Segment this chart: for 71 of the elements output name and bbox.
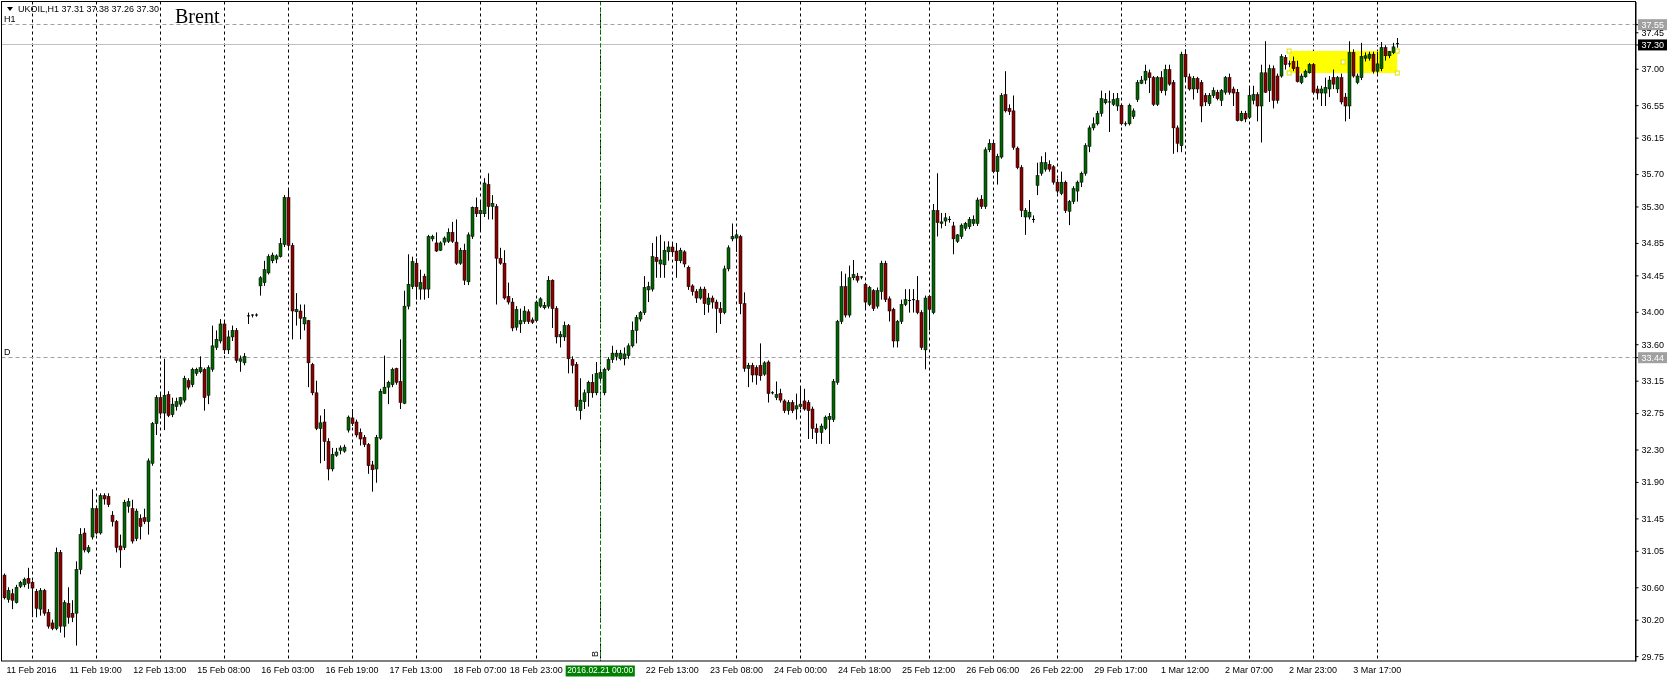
candlestick	[514, 305, 519, 331]
x-tick-label: 25 Feb 12:00	[902, 665, 956, 676]
y-tick-label: 36.55	[1641, 100, 1665, 111]
y-tick-label: 37.55	[1641, 19, 1665, 30]
candlestick	[911, 288, 916, 314]
candlestick	[1135, 79, 1140, 103]
chart-subtitle: UKOIL,H1 37.31 37.38 37.26 37.30	[18, 4, 160, 14]
ref-line-label: B	[589, 650, 600, 657]
y-tick-label: 35.70	[1641, 169, 1665, 180]
x-tick-label: 15 Feb 08:00	[197, 665, 251, 676]
y-tick-label: 29.75	[1641, 651, 1665, 662]
x-tick-label: 11 Feb 19:00	[69, 665, 122, 676]
y-tick-label: 35.30	[1641, 201, 1665, 212]
x-tick-label: 18 Feb 07:00	[453, 665, 507, 676]
x-tick-label: 16 Feb 03:00	[261, 665, 315, 676]
y-tick-label: 34.85	[1641, 238, 1665, 249]
y-tick-label: 37.30	[1641, 39, 1665, 50]
candlestick	[1323, 77, 1328, 107]
y-tick-label: 36.15	[1641, 132, 1665, 143]
candlestick	[138, 513, 143, 540]
y-tick-label: 34.00	[1641, 307, 1665, 318]
candlestick	[1163, 64, 1168, 96]
x-tick-label: 2016.02.21 00:00	[567, 665, 634, 676]
candlestick	[518, 308, 523, 334]
x-tick-label: 2 Mar 23:00	[1289, 665, 1338, 676]
y-tick-label: 32.75	[1641, 408, 1665, 419]
candlestick	[947, 215, 952, 224]
ref-line-label: H1	[4, 13, 16, 24]
candlestick	[590, 373, 595, 399]
candlestick	[66, 586, 71, 625]
x-tick-label: 3 Mar 17:00	[1353, 665, 1402, 676]
y-tick-label: 32.30	[1641, 444, 1665, 455]
y-tick-label: 34.45	[1641, 270, 1665, 281]
candlestick	[867, 285, 872, 307]
candlestick	[754, 364, 759, 386]
candlestick	[871, 288, 876, 312]
x-tick-label: 23 Feb 08:00	[709, 665, 763, 676]
candlestick	[1395, 37, 1400, 49]
x-tick-label: 26 Feb 06:00	[966, 665, 1020, 676]
y-tick-label: 31.05	[1641, 546, 1665, 557]
candlestick	[634, 314, 639, 344]
ref-line-label: D	[4, 346, 11, 357]
x-tick-label: 11 Feb 2016	[6, 665, 57, 676]
candlestick	[1027, 199, 1032, 220]
x-tick-label: 2 Mar 07:00	[1225, 665, 1274, 676]
x-tick-label: 26 Feb 22:00	[1030, 665, 1084, 676]
x-tick-label: 29 Feb 17:00	[1094, 665, 1148, 676]
y-tick-label: 33.44	[1641, 352, 1665, 363]
x-tick-label: 24 Feb 00:00	[773, 665, 827, 676]
y-tick-label: 37.00	[1641, 64, 1665, 75]
y-tick-label: 31.90	[1641, 477, 1665, 488]
x-tick-label: 12 Feb 13:00	[133, 665, 187, 676]
x-tick-label: 17 Feb 13:00	[389, 665, 443, 676]
x-tick-label: 16 Feb 19:00	[325, 665, 379, 676]
y-tick-label: 33.15	[1641, 376, 1665, 387]
candlestick	[750, 362, 755, 383]
y-tick-label: 33.60	[1641, 339, 1665, 350]
chart-title: Brent	[175, 4, 220, 27]
y-tick-label: 30.60	[1641, 582, 1665, 593]
candlestick	[714, 299, 719, 334]
candlestick	[658, 234, 663, 279]
candlestick	[38, 587, 43, 617]
x-tick-label: 1 Mar 12:00	[1160, 665, 1209, 676]
x-tick-label: 18 Feb 23:00	[509, 665, 563, 676]
y-tick-label: 37.45	[1641, 27, 1665, 38]
y-tick-label: 31.45	[1641, 513, 1665, 524]
x-tick-label: 22 Feb 13:00	[645, 665, 699, 676]
candlestick	[586, 380, 591, 408]
candlestick	[1031, 214, 1036, 224]
y-tick-label: 30.20	[1641, 615, 1665, 626]
x-tick-label: 24 Feb 18:00	[838, 665, 892, 676]
